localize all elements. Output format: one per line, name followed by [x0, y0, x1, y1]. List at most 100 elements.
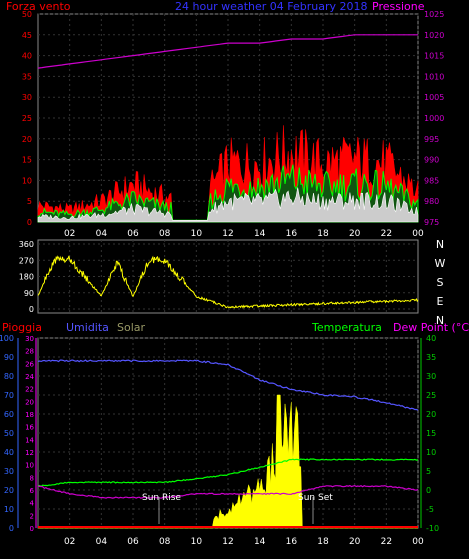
rain-tick-label: 16	[25, 424, 34, 432]
pressure-tick-label: 1005	[424, 93, 444, 102]
humidity-tick-label: 10	[4, 505, 14, 514]
rain-tick-label: 24	[25, 373, 34, 381]
x-tick-label: 00	[412, 537, 424, 547]
dewpoint-line	[37, 484, 419, 499]
compass-label: E	[437, 295, 444, 308]
rain-tick-label: 20	[25, 398, 34, 406]
humidity-tick-label: 20	[4, 486, 14, 495]
humidity-legend: Umidita	[66, 321, 109, 334]
temperature-tick-label: 5	[426, 467, 431, 476]
humidity-tick-label: 0	[9, 524, 14, 533]
pressure-tick-label: 980	[424, 197, 439, 206]
temperature-tick-label: 40	[426, 334, 436, 343]
wind-tick-label: 20	[22, 135, 32, 144]
wind-tick-label: 10	[22, 176, 32, 185]
pressure-tick-label: 975	[424, 218, 439, 227]
wind-tick-label: 5	[27, 197, 32, 206]
x-tick-label: 02	[64, 537, 75, 547]
pressure-tick-label: 1010	[424, 72, 444, 81]
x-tick-label: 02	[64, 229, 75, 239]
humidity-tick-label: 50	[4, 429, 14, 438]
direction-tick-label: 270	[19, 256, 34, 265]
rain-tick-label: 28	[25, 348, 34, 356]
compass-label: S	[437, 276, 444, 289]
humidity-line	[37, 359, 419, 411]
direction-tick-label: 180	[19, 273, 34, 282]
direction-tick-label: 360	[19, 240, 34, 249]
x-tick-label: 22	[381, 537, 392, 547]
direction-tick-label: 0	[29, 305, 34, 314]
wind-tick-label: 0	[27, 218, 32, 227]
x-tick-label: 16	[286, 229, 298, 239]
temperature-tick-label: 30	[426, 372, 436, 381]
humidity-tick-label: 70	[4, 391, 14, 400]
temperature-tick-label: 10	[426, 448, 436, 457]
humidity-tick-label: 100	[0, 334, 14, 343]
pressure-tick-label: 1025	[424, 10, 444, 19]
x-tick-label: 10	[191, 537, 203, 547]
wind-axis-title: Forza vento	[6, 0, 71, 13]
humidity-tick-label: 30	[4, 467, 14, 476]
wind-tick-label: 50	[22, 10, 32, 19]
pressure-tick-label: 1000	[424, 114, 444, 123]
pressure-tick-label: 985	[424, 176, 439, 185]
x-tick-label: 14	[254, 229, 266, 239]
temperature-tick-label: -10	[426, 524, 439, 533]
x-tick-label: 16	[286, 537, 298, 547]
temperature-tick-label: 0	[426, 486, 431, 495]
x-tick-label: 08	[159, 229, 171, 239]
x-tick-label: 08	[159, 537, 171, 547]
rain-tick-label: 30	[25, 335, 34, 343]
temperature-tick-label: 15	[426, 429, 436, 438]
x-tick-label: 12	[222, 229, 233, 239]
wind-min-area	[37, 187, 419, 223]
sunrise-label: Sun Rise	[142, 493, 181, 503]
x-tick-label: 20	[349, 229, 361, 239]
rain-tick-label: 10	[25, 462, 34, 470]
x-tick-label: 00	[412, 229, 424, 239]
x-tick-label: 18	[317, 229, 329, 239]
wind-direction-line	[37, 255, 419, 309]
x-tick-label: 18	[317, 537, 329, 547]
temperature-tick-label: -5	[426, 505, 434, 514]
chart-title: 24 hour weather 04 February 2018	[175, 0, 368, 13]
wind-tick-label: 15	[22, 156, 32, 165]
x-tick-label: 10	[191, 229, 203, 239]
x-tick-label: 04	[96, 537, 108, 547]
x-tick-label: 20	[349, 537, 361, 547]
rain-tick-label: 6	[30, 487, 35, 495]
rain-tick-label: 22	[25, 386, 34, 394]
rain-tick-label: 12	[25, 449, 34, 457]
rain-tick-label: 0	[30, 525, 34, 533]
temperature-legend: Temperatura	[311, 321, 382, 334]
temperature-tick-label: 25	[426, 391, 436, 400]
x-tick-label: 12	[222, 537, 233, 547]
direction-tick-label: 90	[24, 289, 34, 298]
compass-label: W	[435, 257, 446, 270]
rain-tick-label: 4	[30, 500, 35, 508]
pressure-axis-title: Pressione	[372, 0, 425, 13]
rain-tick-label: 2	[30, 512, 34, 520]
wind-tick-label: 35	[22, 72, 32, 81]
temperature-tick-label: 20	[426, 410, 436, 419]
wind-tick-label: 40	[22, 52, 32, 61]
humidity-tick-label: 40	[4, 448, 14, 457]
humidity-tick-label: 90	[4, 353, 14, 362]
compass-label: N	[436, 314, 444, 327]
solar-legend: Solar	[117, 321, 146, 334]
pressure-tick-label: 990	[424, 156, 439, 165]
dewpoint-legend: Dew Point (°C)	[393, 321, 469, 334]
temperature-line	[37, 458, 419, 488]
x-tick-label: 06	[127, 229, 139, 239]
rain-legend: Pioggia	[2, 321, 42, 334]
wind-tick-label: 45	[22, 31, 32, 40]
pressure-tick-label: 1020	[424, 31, 444, 40]
x-tick-label: 14	[254, 537, 266, 547]
compass-label: N	[436, 238, 444, 251]
wind-tick-label: 25	[22, 114, 32, 123]
rain-tick-label: 26	[25, 360, 34, 368]
pressure-tick-label: 995	[424, 135, 439, 144]
